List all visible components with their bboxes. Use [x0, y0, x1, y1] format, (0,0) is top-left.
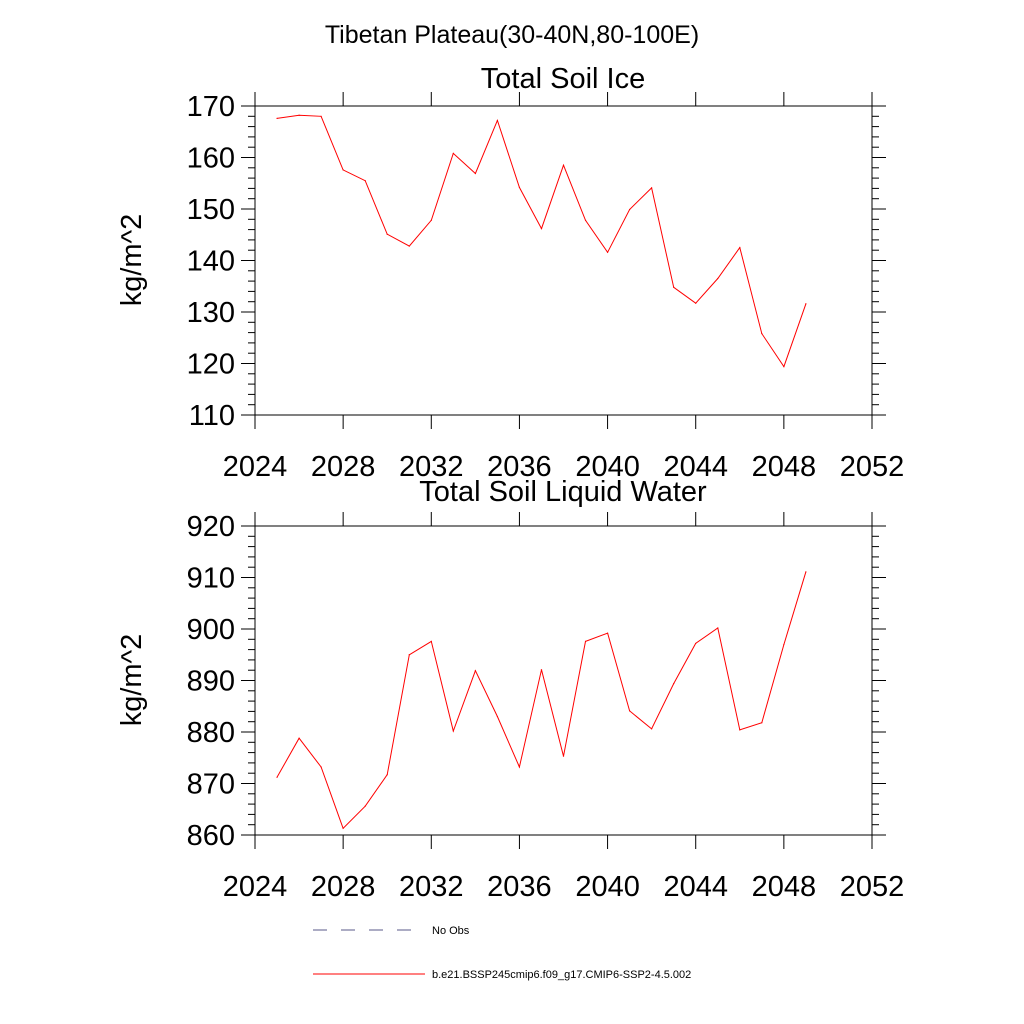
x-tick-label: 2052 — [840, 871, 905, 903]
data-point — [651, 728, 653, 730]
data-point — [540, 227, 543, 230]
data-point — [496, 715, 498, 718]
data-point — [783, 643, 785, 646]
data-point — [606, 251, 609, 253]
data-point — [276, 776, 278, 778]
data-point — [761, 333, 763, 335]
data-point — [673, 286, 675, 288]
y-tick-label: 860 — [187, 820, 235, 852]
data-point — [651, 187, 653, 189]
data-point — [386, 774, 388, 776]
y-tick-label: 150 — [187, 194, 235, 226]
data-point — [540, 669, 543, 671]
y-axis-label: kg/m^2 — [116, 634, 148, 727]
y-tick-label: 890 — [187, 666, 235, 698]
series-line — [276, 114, 807, 368]
y-tick-label: 160 — [187, 143, 235, 175]
data-point — [518, 766, 521, 768]
data-point — [342, 169, 344, 171]
x-tick-label: 2052 — [840, 451, 905, 483]
data-point — [386, 233, 388, 235]
x-tick-label: 2032 — [399, 451, 464, 483]
y-tick-label: 870 — [187, 769, 235, 801]
y-tick-label: 910 — [187, 563, 235, 595]
data-point — [474, 670, 476, 672]
data-point — [364, 805, 366, 807]
legend-label-no-obs: No Obs — [432, 925, 470, 937]
data-point — [562, 755, 565, 757]
data-point — [562, 164, 565, 166]
data-point — [320, 115, 322, 117]
chart-title: Total Soil Ice — [481, 63, 645, 95]
data-point — [629, 710, 631, 712]
data-point — [452, 152, 454, 154]
x-tick-label: 2048 — [752, 451, 817, 483]
data-point — [342, 827, 344, 829]
data-point — [276, 117, 278, 119]
data-point — [584, 640, 587, 642]
x-tick-label: 2044 — [663, 871, 728, 903]
y-tick-label: 130 — [187, 297, 235, 329]
data-point — [805, 571, 807, 573]
x-tick-label: 2048 — [752, 871, 817, 903]
legend-label-model: b.e21.BSSP245cmip6.f09_g17.CMIP6-SSP2-4.… — [432, 969, 691, 981]
data-point — [452, 730, 454, 732]
x-tick-label: 2040 — [575, 871, 640, 903]
y-tick-label: 140 — [187, 246, 235, 278]
data-point — [298, 737, 300, 739]
chart-title: Total Soil Liquid Water — [419, 476, 707, 508]
y-tick-label: 110 — [189, 400, 235, 432]
x-tick-label: 2036 — [487, 451, 552, 483]
data-point — [717, 277, 719, 280]
data-point — [717, 627, 719, 629]
data-point — [739, 247, 741, 249]
data-point — [783, 365, 785, 368]
x-tick-label: 2024 — [223, 451, 288, 483]
data-point — [606, 632, 609, 634]
data-point — [430, 219, 432, 221]
legend: No Obs b.e21.BSSP245cmip6.f09_g17.CMIP6-… — [313, 925, 691, 981]
y-tick-label: 880 — [187, 717, 235, 749]
x-tick-label: 2028 — [311, 451, 376, 483]
data-point — [474, 172, 476, 175]
data-point — [584, 219, 587, 221]
y-tick-label: 900 — [187, 614, 235, 646]
data-point — [518, 186, 521, 188]
x-tick-label: 2024 — [223, 871, 288, 903]
data-point — [629, 208, 631, 211]
data-point — [805, 303, 807, 305]
suptitle: Tibetan Plateau(30-40N,80-100E) — [325, 21, 699, 49]
plot-frame — [254, 105, 873, 416]
data-point — [496, 119, 498, 122]
data-point — [408, 245, 410, 247]
y-axis-label: kg/m^2 — [116, 214, 148, 307]
data-point — [430, 640, 432, 642]
y-tick-label: 170 — [187, 91, 235, 123]
panel-total-soil-liquid-water: Total Soil Liquid Water kg/m^2 2024 2028 2… — [116, 476, 904, 903]
y-tick-label: 120 — [187, 349, 235, 381]
x-tick-label: 2032 — [399, 871, 464, 903]
data-point — [298, 114, 300, 116]
data-point — [673, 682, 675, 685]
y-tick-label: 920 — [187, 511, 235, 543]
x-tick-label: 2044 — [663, 451, 728, 483]
data-point — [695, 642, 697, 645]
data-point — [739, 729, 741, 731]
series-line — [276, 571, 807, 830]
x-tick-label: 2028 — [311, 871, 376, 903]
plot-frame — [254, 525, 873, 836]
data-point — [695, 302, 697, 304]
x-tick-label: 2040 — [575, 451, 640, 483]
data-point — [364, 180, 366, 182]
data-point — [761, 722, 763, 724]
x-tick-label: 2036 — [487, 871, 552, 903]
panel-total-soil-ice: Total Soil Ice kg/m^2 2024 2028 2032 2036 20… — [116, 63, 904, 483]
data-point — [320, 766, 322, 768]
data-point — [408, 654, 410, 656]
